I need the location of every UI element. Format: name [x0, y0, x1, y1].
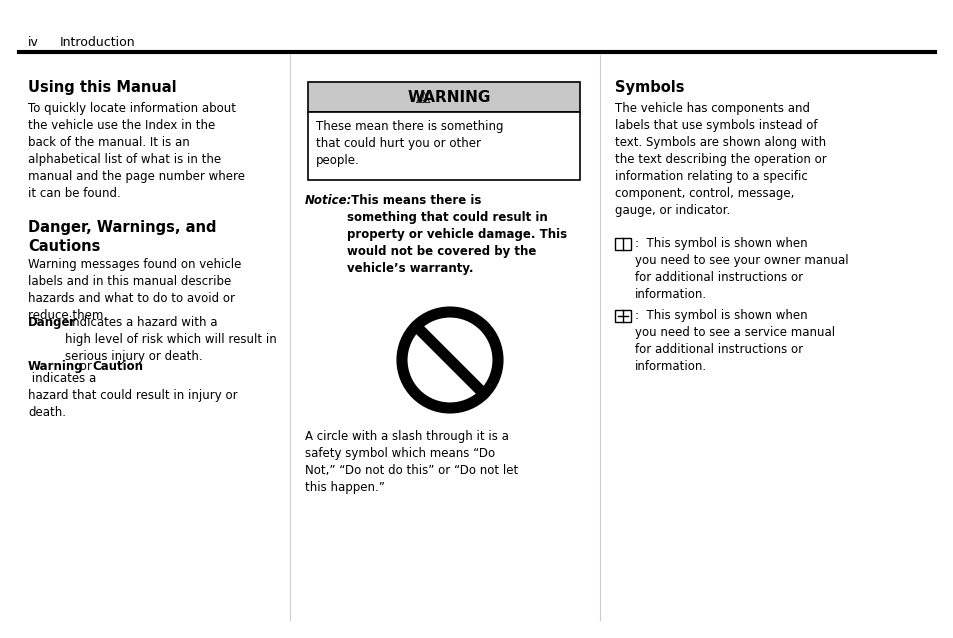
Text: These mean there is something
that could hurt you or other
people.: These mean there is something that could… — [315, 120, 503, 167]
Text: Danger, Warnings, and
Cautions: Danger, Warnings, and Cautions — [28, 220, 216, 253]
Text: indicates a
hazard that could result in injury or
death.: indicates a hazard that could result in … — [28, 372, 237, 419]
Text: WARNING: WARNING — [407, 91, 490, 105]
FancyBboxPatch shape — [308, 112, 579, 180]
Text: iv: iv — [28, 36, 39, 48]
Text: The vehicle has components and
labels that use symbols instead of
text. Symbols : The vehicle has components and labels th… — [615, 102, 826, 217]
FancyBboxPatch shape — [615, 310, 630, 322]
Text: Using this Manual: Using this Manual — [28, 80, 176, 95]
Text: Symbols: Symbols — [615, 80, 684, 95]
FancyBboxPatch shape — [615, 238, 630, 250]
Text: or: or — [76, 360, 95, 373]
Text: indicates a hazard with a
high level of risk which will result in
serious injury: indicates a hazard with a high level of … — [65, 316, 276, 363]
FancyBboxPatch shape — [308, 82, 579, 112]
Text: :  This symbol is shown when
you need to see your owner manual
for additional in: : This symbol is shown when you need to … — [635, 237, 848, 301]
Text: Warning messages found on vehicle
labels and in this manual describe
hazards and: Warning messages found on vehicle labels… — [28, 258, 241, 322]
Text: :  This symbol is shown when
you need to see a service manual
for additional ins: : This symbol is shown when you need to … — [635, 309, 834, 373]
Text: Notice:: Notice: — [305, 194, 352, 207]
Text: Warning: Warning — [28, 360, 84, 373]
Text: To quickly locate information about
the vehicle use the Index in the
back of the: To quickly locate information about the … — [28, 102, 245, 200]
Text: Introduction: Introduction — [60, 36, 135, 48]
Text: ⚠: ⚠ — [414, 89, 430, 107]
Text: This means there is
something that could result in
property or vehicle damage. T: This means there is something that could… — [347, 194, 566, 275]
Text: Danger: Danger — [28, 316, 76, 329]
Text: Caution: Caution — [91, 360, 143, 373]
Text: A circle with a slash through it is a
safety symbol which means “Do
Not,” “Do no: A circle with a slash through it is a sa… — [305, 430, 517, 494]
